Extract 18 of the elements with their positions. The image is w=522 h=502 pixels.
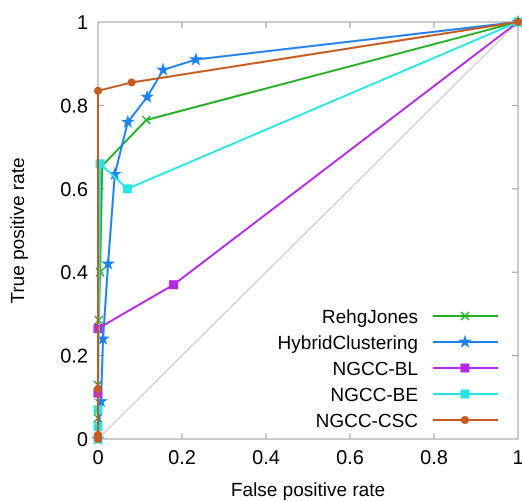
legend-label: NGCC-CSC	[316, 411, 418, 432]
x-tick-label: 0.4	[252, 447, 280, 469]
y-tick-label: 0.2	[60, 346, 88, 368]
x-tick-label: 0	[92, 447, 104, 469]
x-tick-label: 0.2	[168, 447, 196, 469]
legend-label: HybridClustering	[278, 333, 418, 354]
y-tick-label: 0.6	[60, 178, 88, 201]
y-tick-label: 1	[76, 12, 88, 34]
legend-label: NGCC-BE	[330, 385, 418, 406]
x-axis-title: False positive rate	[230, 480, 386, 501]
legend-label: NGCC-BL	[332, 359, 418, 380]
y-axis-title: True positive rate	[8, 157, 29, 304]
y-tick-label: 0	[76, 429, 88, 451]
legend-label: RehgJones	[322, 307, 418, 328]
y-tick-label: 0.8	[60, 95, 88, 118]
x-tick-label: 0.8	[420, 447, 448, 469]
y-tick-label: 0.4	[60, 262, 88, 284]
x-tick-label: 0.6	[336, 447, 364, 469]
